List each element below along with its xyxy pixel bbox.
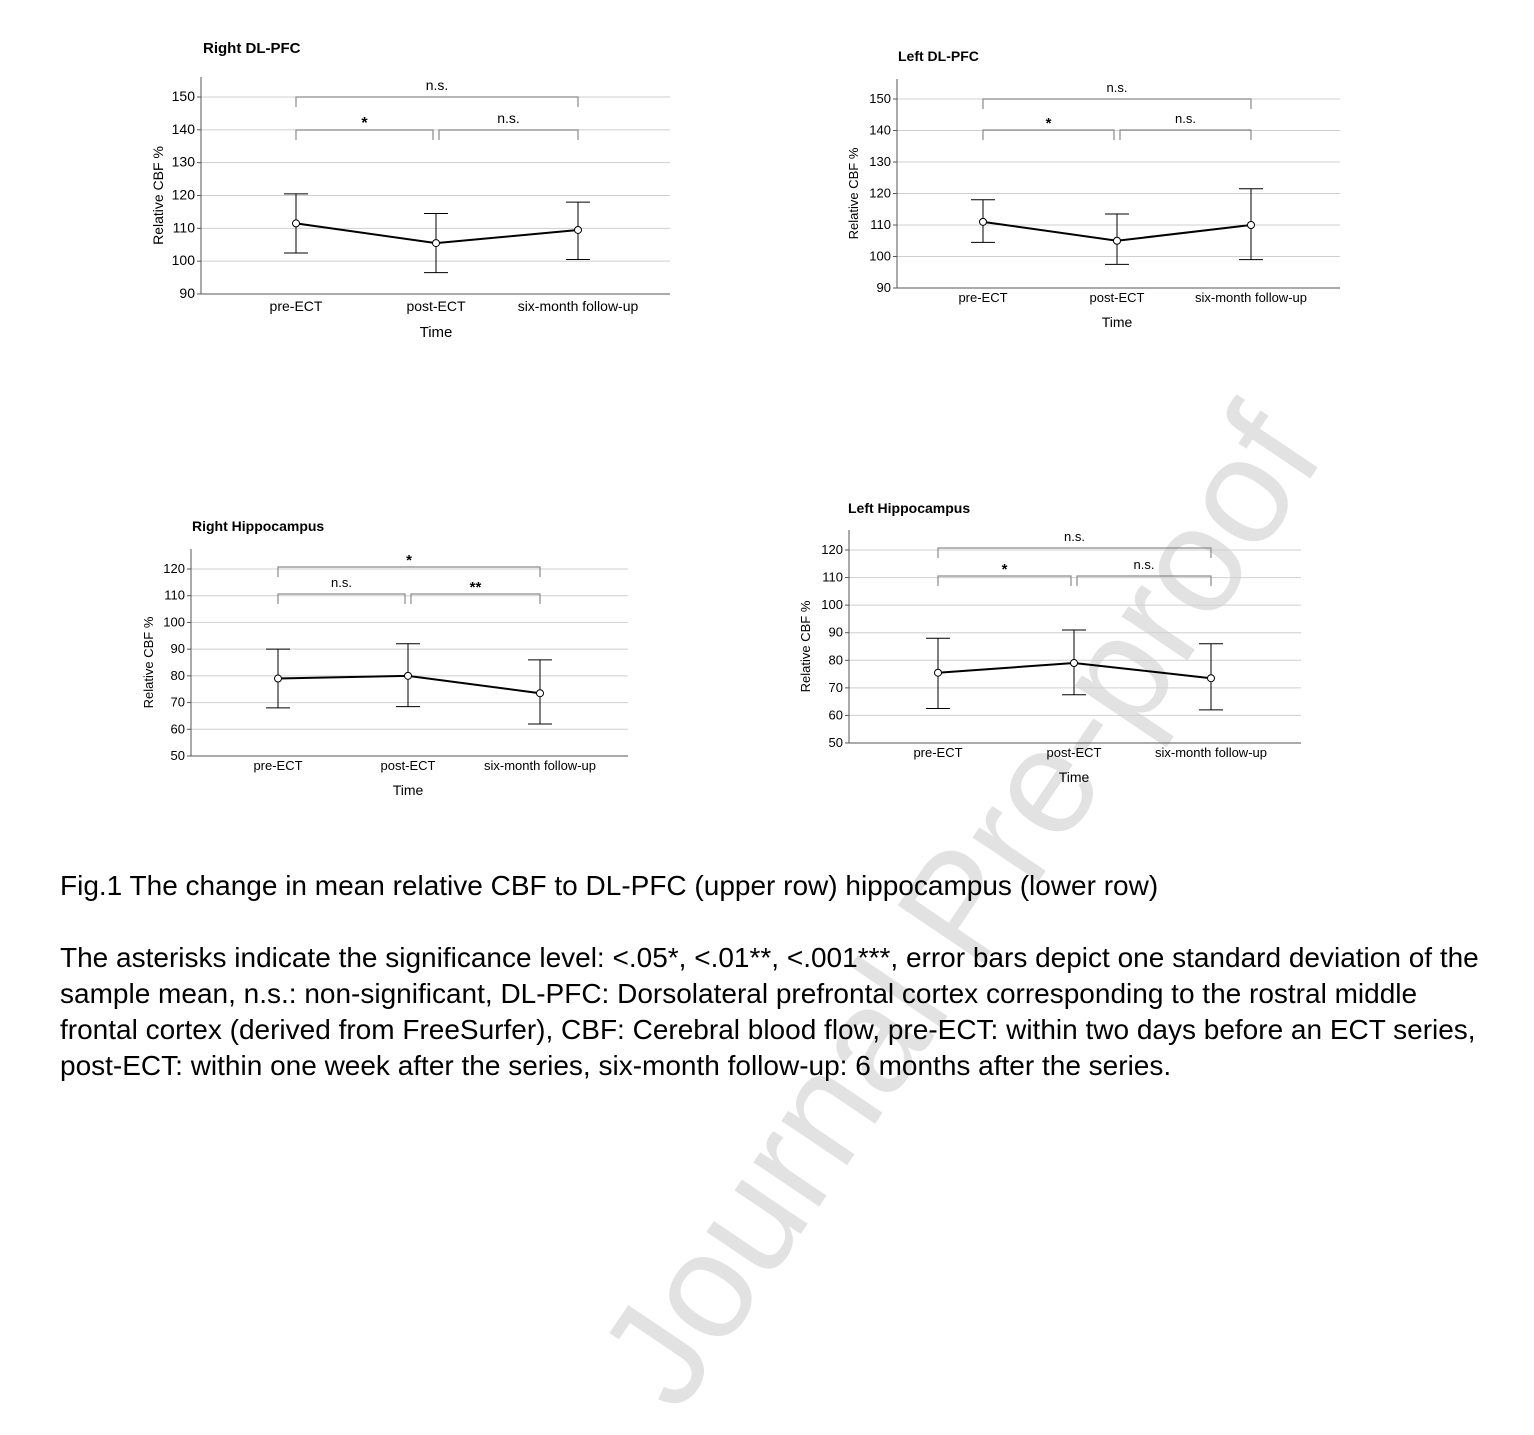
mean-point [1070, 659, 1078, 668]
y-tick-label: 150 [172, 88, 196, 104]
significance-label: * [361, 115, 368, 132]
significance-label: n.s. [497, 110, 520, 126]
y-tick-label: 90 [179, 285, 195, 301]
y-tick-label: 80 [171, 668, 185, 683]
mean-point [274, 674, 282, 683]
significance-bracket [937, 575, 1072, 586]
y-tick-label: 60 [829, 707, 843, 722]
y-tick-label: 70 [171, 695, 185, 710]
mean-point [1247, 221, 1255, 229]
y-tick-label: 100 [163, 614, 185, 629]
y-tick-label: 120 [869, 186, 891, 201]
y-tick-label: 110 [822, 570, 843, 585]
x-tick-label: post-ECT [1090, 290, 1145, 305]
x-axis-label: Time [1102, 314, 1133, 330]
y-axis-label: Relative CBF % [846, 147, 861, 239]
significance-bracket [982, 129, 1115, 140]
significance-bracket [295, 96, 579, 107]
y-tick-label: 120 [163, 561, 185, 576]
mean-point [292, 219, 300, 228]
y-tick-label: 100 [172, 252, 196, 268]
mean-point [536, 689, 544, 698]
significance-label: n.s. [1064, 529, 1085, 544]
chart-left-dlpfc: Left DL-PFC 90 100 110 120 130 140 150 Relative … [846, 48, 1340, 330]
mean-point [1207, 674, 1215, 683]
mean-point [574, 225, 582, 234]
x-tick-label: post-ECT [406, 298, 466, 314]
significance-bracket [438, 129, 579, 140]
significance-label: n.s. [1175, 111, 1196, 126]
y-tick-label: 50 [829, 735, 843, 750]
significance-bracket [277, 593, 406, 604]
y-tick-label: 90 [171, 641, 185, 656]
significance-label: n.s. [331, 575, 352, 590]
x-axis-label: Time [420, 324, 453, 341]
x-tick-label: pre-ECT [913, 745, 962, 760]
y-axis-label: Relative CBF % [150, 146, 166, 245]
y-tick-label: 100 [821, 597, 843, 612]
mean-point [1113, 236, 1121, 245]
significance-bracket [1076, 575, 1212, 586]
x-tick-label: pre-ECT [270, 298, 323, 314]
chart-title: Right Hippocampus [192, 518, 324, 534]
significance-label: n.s. [1107, 80, 1128, 95]
chart-left-hippocampus: Left Hippocampus 50 60 70 80 90 100 110 120 Relat… [798, 500, 1301, 785]
mean-point [934, 668, 942, 677]
y-tick-label: 80 [829, 652, 843, 667]
figure-caption-body: The asterisks indicate the significance … [60, 942, 1479, 1081]
mean-point [404, 671, 412, 680]
y-axis-label: Relative CBF % [798, 600, 813, 692]
y-tick-label: 150 [869, 91, 891, 106]
x-tick-label: six-month follow-up [518, 298, 639, 314]
chart-title: Right DL-PFC [203, 40, 301, 57]
chart-right-hippocampus: Right Hippocampus 50 60 70 80 90 100 110 120 Rela… [141, 518, 628, 798]
significance-label: ** [470, 579, 482, 596]
chart-title: Left Hippocampus [848, 500, 970, 516]
y-tick-label: 130 [172, 154, 196, 170]
y-tick-label: 60 [171, 721, 185, 736]
y-tick-label: 90 [829, 625, 843, 640]
mean-point [979, 217, 987, 226]
x-tick-label: post-ECT [1047, 745, 1102, 760]
x-tick-label: pre-ECT [958, 290, 1007, 305]
y-tick-label: 140 [869, 123, 891, 138]
y-tick-label: 130 [869, 154, 891, 169]
y-tick-label: 120 [172, 187, 196, 203]
significance-label: n.s. [426, 77, 449, 93]
mean-point [432, 239, 440, 248]
x-axis-label: Time [1059, 769, 1090, 785]
y-tick-label: 100 [869, 249, 891, 264]
significance-label: * [406, 552, 412, 569]
y-tick-label: 50 [171, 748, 185, 763]
x-axis-label: Time [393, 782, 424, 798]
y-tick-label: 110 [173, 219, 196, 235]
x-tick-label: post-ECT [381, 758, 436, 773]
figure-caption-title: Fig.1 The change in mean relative CBF to… [60, 870, 1159, 901]
chart-right-dlpfc: Right DL-PFC 90 100 110 120 130 140 150 Relative… [150, 40, 670, 341]
x-tick-label: pre-ECT [253, 758, 302, 773]
significance-bracket [277, 566, 541, 577]
significance-bracket [295, 129, 434, 140]
y-tick-label: 120 [821, 542, 843, 557]
significance-bracket [410, 593, 541, 604]
y-tick-label: 70 [829, 680, 843, 695]
significance-bracket [1119, 129, 1252, 140]
x-tick-label: six-month follow-up [484, 758, 596, 773]
y-tick-label: 90 [877, 280, 891, 295]
chart-title: Left DL-PFC [898, 48, 979, 64]
y-tick-label: 110 [164, 588, 185, 603]
significance-label: n.s. [1134, 557, 1155, 572]
significance-bracket [982, 98, 1252, 109]
x-tick-label: six-month follow-up [1195, 290, 1307, 305]
y-tick-label: 140 [172, 121, 196, 137]
x-tick-label: six-month follow-up [1155, 745, 1267, 760]
significance-bracket [937, 547, 1212, 558]
y-tick-label: 110 [870, 217, 891, 232]
y-axis-label: Relative CBF % [141, 616, 156, 708]
significance-label: * [1046, 115, 1052, 132]
significance-label: * [1002, 561, 1008, 578]
